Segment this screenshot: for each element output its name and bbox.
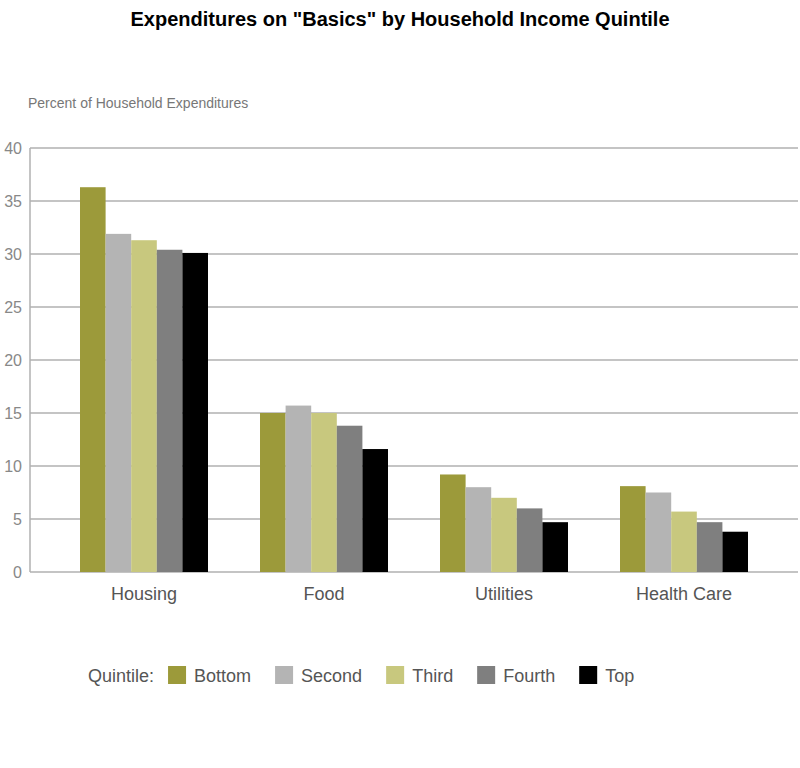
title: Expenditures on "Basics" by Household In… — [130, 8, 669, 30]
bar — [311, 413, 337, 572]
bar — [722, 532, 748, 572]
bar — [671, 512, 697, 572]
bar — [491, 498, 517, 572]
bar — [157, 250, 183, 572]
x-tick-label: Food — [303, 584, 344, 604]
bar — [80, 187, 106, 572]
y-tick-label: 15 — [4, 405, 22, 422]
x-tick-label: Utilities — [475, 584, 533, 604]
grid-line — [30, 147, 798, 149]
bar — [182, 253, 208, 572]
y-tick-label: 0 — [13, 564, 22, 581]
legend-swatch — [579, 666, 597, 684]
y-axis-line — [29, 148, 31, 572]
bar — [542, 522, 568, 572]
x-tick-label: Housing — [111, 584, 177, 604]
bar — [286, 406, 312, 572]
bar — [440, 474, 466, 572]
y-tick-label: 40 — [4, 140, 22, 157]
bar — [646, 493, 672, 573]
legend-label: Third — [412, 666, 453, 686]
legend-label: Top — [605, 666, 634, 686]
y-tick-label: 20 — [4, 352, 22, 369]
bars — [80, 187, 748, 572]
chart-svg: Expenditures on "Basics" by Household In… — [0, 0, 800, 768]
y-tick-label: 25 — [4, 299, 22, 316]
legend-swatch — [275, 666, 293, 684]
grid-line — [30, 200, 798, 202]
legend-label: Bottom — [194, 666, 251, 686]
chart-container: Expenditures on "Basics" by Household In… — [0, 0, 800, 768]
bar — [517, 508, 543, 572]
legend-swatch — [386, 666, 404, 684]
x-tick-label: Health Care — [636, 584, 732, 604]
legend-title: Quintile: — [88, 666, 154, 686]
y-axis-label: Percent of Household Expenditures — [28, 95, 248, 111]
bar — [106, 234, 132, 572]
legend-swatch — [168, 666, 186, 684]
bar — [620, 486, 646, 572]
bar — [697, 522, 723, 572]
bar — [131, 240, 157, 572]
legend-label: Second — [301, 666, 362, 686]
y-tick-label: 30 — [4, 246, 22, 263]
bar — [260, 413, 286, 572]
legend-label: Fourth — [503, 666, 555, 686]
legend-swatch — [477, 666, 495, 684]
bar — [362, 449, 388, 572]
bar — [466, 487, 492, 572]
y-tick-label: 35 — [4, 193, 22, 210]
y-tick-label: 10 — [4, 458, 22, 475]
bar — [337, 426, 363, 572]
y-tick-label: 5 — [13, 511, 22, 528]
